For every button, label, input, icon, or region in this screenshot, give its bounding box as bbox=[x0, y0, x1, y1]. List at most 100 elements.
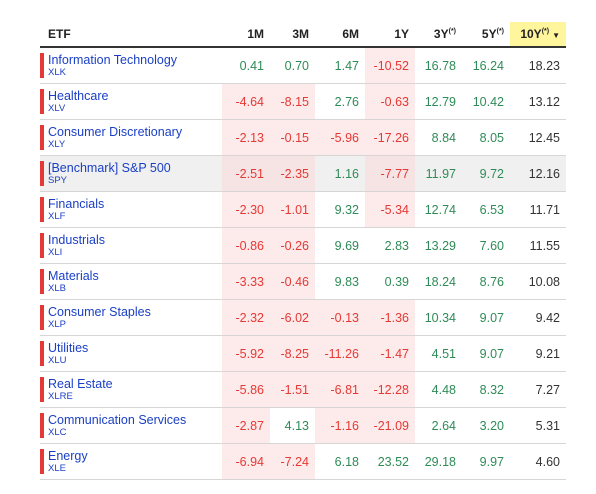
column-header[interactable]: 5Y(*) bbox=[462, 22, 510, 48]
return-cell: 9.32 bbox=[315, 191, 365, 228]
return-cell: 8.76 bbox=[462, 263, 510, 300]
etf-cell: Real Estate XLRE bbox=[40, 371, 222, 408]
etf-row[interactable]: Consumer Discretionary XLY -2.13 -0.15 -5.96… bbox=[40, 119, 566, 156]
etf-name[interactable]: Healthcare bbox=[48, 89, 109, 103]
return-cell: 9.07 bbox=[462, 299, 510, 336]
return-cell: -10.52 bbox=[365, 47, 415, 84]
column-header[interactable]: 1M bbox=[222, 22, 270, 48]
column-header[interactable]: ETF bbox=[40, 22, 222, 48]
etf-name[interactable]: Communication Services bbox=[48, 413, 187, 427]
etf-row[interactable]: Energy XLE -6.94 -7.24 6.18 23.52 29.18 9.97 4.6… bbox=[40, 443, 566, 480]
header-note: (*) bbox=[448, 28, 456, 35]
return-cell: -0.13 bbox=[315, 299, 365, 336]
return-cell: -5.34 bbox=[365, 191, 415, 228]
etf-name[interactable]: Materials bbox=[48, 269, 99, 283]
header-row: ETF 1M 3M 6M 1Y 3Y(*) 5Y(*) 10Y(*) ▼ bbox=[40, 22, 566, 48]
etf-row[interactable]: Consumer Staples XLP -2.32 -6.02 -0.13 -1.36 1… bbox=[40, 299, 566, 336]
return-cell: 10.34 bbox=[415, 299, 462, 336]
column-header[interactable]: 3M bbox=[270, 22, 315, 48]
etf-name[interactable]: Financials bbox=[48, 197, 105, 211]
return-cell: 7.27 bbox=[510, 371, 566, 408]
etf-cell: Communication Services XLC bbox=[40, 407, 222, 444]
column-header[interactable]: 10Y(*) ▼ bbox=[510, 22, 566, 48]
etf-ticker: XLRE bbox=[48, 391, 73, 402]
return-cell: -0.26 bbox=[270, 227, 315, 264]
etf-row[interactable]: Information Technology XLK 0.41 0.70 1.47 -10… bbox=[40, 47, 566, 84]
etf-row[interactable]: Utilities XLU -5.92 -8.25 -11.26 -1.47 4.51 9.0… bbox=[40, 335, 566, 372]
return-cell: 1.16 bbox=[315, 155, 365, 192]
column-header[interactable]: 3Y(*) bbox=[415, 22, 462, 48]
etf-name[interactable]: [Benchmark] S&P 500 bbox=[48, 161, 171, 175]
return-cell: -7.24 bbox=[270, 443, 315, 480]
return-cell: -17.26 bbox=[365, 119, 415, 156]
return-cell: 12.79 bbox=[415, 83, 462, 120]
return-cell: 23.52 bbox=[365, 443, 415, 480]
return-cell: -11.26 bbox=[315, 335, 365, 372]
return-cell: -12.28 bbox=[365, 371, 415, 408]
return-cell: -1.16 bbox=[315, 407, 365, 444]
return-cell: 2.83 bbox=[365, 227, 415, 264]
return-cell: 10.08 bbox=[510, 263, 566, 300]
etf-ticker: XLE bbox=[48, 463, 66, 474]
header-label: 5Y bbox=[481, 27, 497, 41]
etf-cell: Financials XLF bbox=[40, 191, 222, 228]
return-cell: -8.15 bbox=[270, 83, 315, 120]
column-header[interactable]: 1Y bbox=[365, 22, 415, 48]
etf-ticker: XLV bbox=[48, 103, 66, 114]
etf-name[interactable]: Industrials bbox=[48, 233, 105, 247]
etf-name[interactable]: Real Estate bbox=[48, 377, 113, 391]
return-cell: 6.53 bbox=[462, 191, 510, 228]
return-cell: 29.18 bbox=[415, 443, 462, 480]
return-cell: 12.16 bbox=[510, 155, 566, 192]
etf-row[interactable]: Financials XLF -2.30 -1.01 9.32 -5.34 12.74 6.5… bbox=[40, 191, 566, 228]
etf-ticker: XLY bbox=[48, 139, 66, 150]
etf-ticker: XLK bbox=[48, 67, 66, 78]
table-body: Information Technology XLK 0.41 0.70 1.47 -10… bbox=[40, 47, 566, 480]
etf-cell: Consumer Staples XLP bbox=[40, 299, 222, 336]
column-header[interactable]: 6M bbox=[315, 22, 365, 48]
etf-ticker: XLB bbox=[48, 283, 66, 294]
return-cell: -0.46 bbox=[270, 263, 315, 300]
return-cell: -5.96 bbox=[315, 119, 365, 156]
return-cell: -2.30 bbox=[222, 191, 270, 228]
return-cell: -1.47 bbox=[365, 335, 415, 372]
etf-name[interactable]: Utilities bbox=[48, 341, 89, 355]
return-cell: 4.51 bbox=[415, 335, 462, 372]
return-cell: 0.39 bbox=[365, 263, 415, 300]
return-cell: 9.97 bbox=[462, 443, 510, 480]
return-cell: 3.20 bbox=[462, 407, 510, 444]
etf-cell: Materials XLB bbox=[40, 263, 222, 300]
return-cell: -1.01 bbox=[270, 191, 315, 228]
etf-row[interactable]: Materials XLB -3.33 -0.46 9.83 0.39 18.24 8.76 1… bbox=[40, 263, 566, 300]
etf-name[interactable]: Energy bbox=[48, 449, 88, 463]
return-cell: 11.55 bbox=[510, 227, 566, 264]
etf-row[interactable]: [Benchmark] S&P 500 SPY -2.51 -2.35 1.16 -7.7… bbox=[40, 155, 566, 192]
etf-ticker: XLP bbox=[48, 319, 66, 330]
return-cell: -21.09 bbox=[365, 407, 415, 444]
etf-ticker: SPY bbox=[48, 175, 68, 186]
etf-row[interactable]: Real Estate XLRE -5.86 -1.51 -6.81 -12.28 4.48… bbox=[40, 371, 566, 408]
return-cell: 8.32 bbox=[462, 371, 510, 408]
return-cell: 10.42 bbox=[462, 83, 510, 120]
return-cell: -2.51 bbox=[222, 155, 270, 192]
return-cell: -6.94 bbox=[222, 443, 270, 480]
return-cell: -6.02 bbox=[270, 299, 315, 336]
header-label: 1Y bbox=[394, 27, 409, 41]
return-cell: 0.41 bbox=[222, 47, 270, 84]
header-label: 6M bbox=[342, 27, 359, 41]
etf-ticker: XLU bbox=[48, 355, 67, 366]
return-cell: 8.84 bbox=[415, 119, 462, 156]
return-cell: -0.86 bbox=[222, 227, 270, 264]
etf-row[interactable]: Communication Services XLC -2.87 4.13 -1.16-… bbox=[40, 407, 566, 444]
return-cell: 11.97 bbox=[415, 155, 462, 192]
etf-name[interactable]: Consumer Staples bbox=[48, 305, 151, 319]
return-cell: -3.33 bbox=[222, 263, 270, 300]
etf-row[interactable]: Healthcare XLV -4.64 -8.15 2.76 -0.63 12.79 10.… bbox=[40, 83, 566, 120]
return-cell: -0.63 bbox=[365, 83, 415, 120]
header-label: 10Y bbox=[520, 27, 542, 41]
etf-name[interactable]: Information Technology bbox=[48, 53, 178, 67]
etf-name[interactable]: Consumer Discretionary bbox=[48, 125, 183, 139]
etf-row[interactable]: Industrials XLI -0.86 -0.26 9.69 2.83 13.29 7.6… bbox=[40, 227, 566, 264]
return-cell: 9.83 bbox=[315, 263, 365, 300]
return-cell: 8.05 bbox=[462, 119, 510, 156]
